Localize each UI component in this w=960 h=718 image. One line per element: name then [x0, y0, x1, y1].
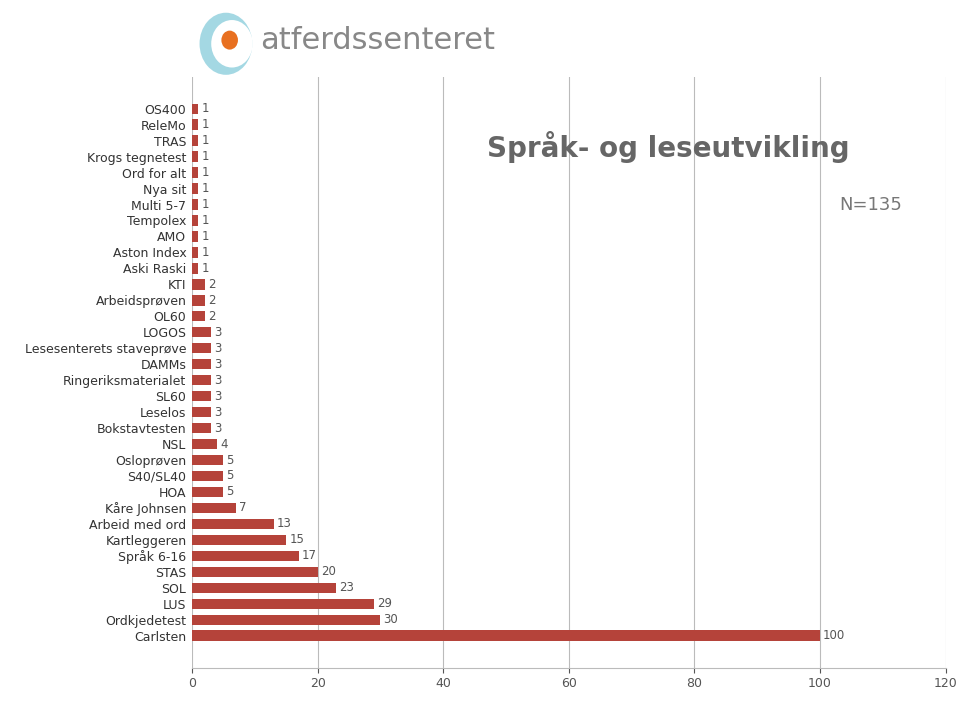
Text: 1: 1	[202, 134, 209, 147]
Text: 5: 5	[227, 470, 234, 482]
Bar	[192, 200, 199, 210]
Bar	[192, 454, 224, 465]
Bar	[192, 599, 374, 609]
Text: 23: 23	[340, 582, 354, 595]
Bar	[192, 630, 820, 641]
Bar	[192, 136, 199, 146]
Text: 3: 3	[214, 373, 222, 387]
Bar	[192, 439, 217, 449]
Bar	[192, 311, 204, 322]
Bar	[192, 343, 211, 353]
Text: 1: 1	[202, 150, 209, 163]
Bar	[192, 615, 380, 625]
Text: 3: 3	[214, 421, 222, 434]
Text: 3: 3	[214, 406, 222, 419]
Text: atferdssenteret: atferdssenteret	[260, 26, 494, 55]
Ellipse shape	[211, 20, 252, 67]
Bar	[192, 247, 199, 258]
Text: 3: 3	[214, 390, 222, 403]
Text: 20: 20	[321, 565, 336, 578]
Text: 17: 17	[301, 549, 317, 562]
Bar	[192, 151, 199, 162]
Bar	[192, 487, 224, 497]
Text: 15: 15	[289, 533, 304, 546]
Bar	[192, 567, 318, 577]
Text: 3: 3	[214, 358, 222, 370]
Text: 7: 7	[239, 501, 247, 514]
Text: 29: 29	[377, 597, 393, 610]
Bar	[192, 119, 199, 130]
Bar	[192, 215, 199, 225]
Text: 3: 3	[214, 326, 222, 339]
Text: 5: 5	[227, 485, 234, 498]
Bar	[192, 582, 336, 593]
Bar	[192, 264, 199, 274]
Bar	[192, 327, 211, 337]
Bar	[192, 375, 211, 386]
Bar	[192, 359, 211, 369]
Text: 1: 1	[202, 198, 209, 211]
Bar	[192, 231, 199, 242]
Text: 1: 1	[202, 214, 209, 227]
Text: 13: 13	[276, 518, 292, 531]
Bar	[192, 103, 199, 114]
Bar	[192, 551, 299, 561]
Text: 5: 5	[227, 454, 234, 467]
Text: Språk- og leseutvikling: Språk- og leseutvikling	[487, 131, 850, 163]
Bar	[192, 423, 211, 433]
Bar	[192, 391, 211, 401]
Text: 30: 30	[384, 613, 398, 626]
Text: N=135: N=135	[839, 196, 901, 214]
Text: 1: 1	[202, 102, 209, 115]
Bar	[192, 279, 204, 289]
Text: 2: 2	[207, 294, 215, 307]
Text: 1: 1	[202, 246, 209, 259]
Bar	[192, 183, 199, 194]
Text: 2: 2	[207, 278, 215, 291]
Ellipse shape	[222, 31, 238, 50]
Bar	[192, 518, 274, 529]
Bar	[192, 535, 286, 545]
Bar	[192, 295, 204, 306]
Text: 1: 1	[202, 118, 209, 131]
Text: 3: 3	[214, 342, 222, 355]
Bar	[192, 503, 236, 513]
Text: 1: 1	[202, 166, 209, 179]
Bar	[192, 471, 224, 481]
Bar	[192, 407, 211, 417]
Bar	[192, 167, 199, 178]
Text: 100: 100	[823, 629, 846, 642]
Text: 4: 4	[220, 437, 228, 451]
Text: 1: 1	[202, 182, 209, 195]
Text: 1: 1	[202, 262, 209, 275]
Ellipse shape	[200, 13, 252, 75]
Text: 2: 2	[207, 309, 215, 323]
Text: 1: 1	[202, 230, 209, 243]
